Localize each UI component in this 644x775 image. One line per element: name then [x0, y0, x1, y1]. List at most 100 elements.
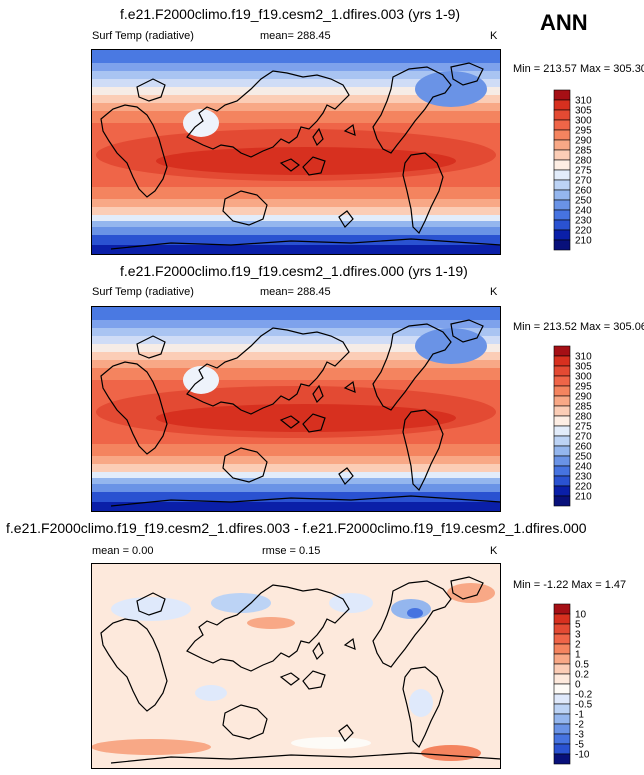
coastline — [136, 592, 166, 616]
coastline — [338, 210, 354, 228]
colorbar-box — [553, 683, 571, 695]
season-label: ANN — [540, 10, 588, 35]
colorbar-tick-label: 240 — [575, 462, 592, 473]
coastline — [450, 62, 484, 86]
map-frame — [91, 49, 501, 255]
colorbar-tick-label: 295 — [575, 382, 592, 393]
colorbar-tick-label: -1 — [575, 710, 584, 721]
colorbar-box — [553, 385, 571, 397]
colorbar-box — [553, 229, 571, 241]
colorbar-tick-label: 275 — [575, 422, 592, 433]
coastline — [279, 415, 300, 429]
coastline — [222, 704, 268, 740]
panel-1-mean-label: mean= 288.45 — [260, 30, 331, 42]
colorbar-tick-label: 0 — [575, 680, 581, 691]
colorbar-box — [553, 455, 571, 467]
panel-1-title: f.e21.F2000climo.f19_f19.cesm2_1.dfires.… — [120, 6, 461, 22]
colorbar-box — [553, 713, 571, 725]
colorbar-tick-label: 290 — [575, 392, 592, 403]
colorbar-box — [553, 89, 571, 101]
colorbar-box — [553, 129, 571, 141]
colorbar-box — [553, 375, 571, 387]
coastline — [312, 641, 324, 661]
panel-1-minmax-label: Min = 213.57 Max = 305.30 — [513, 63, 644, 75]
colorbar-box — [553, 365, 571, 377]
colorbar-box — [553, 743, 571, 755]
panel-2-minmax-label: Min = 213.52 Max = 305.06 — [513, 321, 644, 333]
coastline — [343, 637, 356, 650]
colorbar-tick-label: 10 — [575, 610, 587, 621]
coastline — [279, 158, 300, 172]
colorbar-tick-label: 230 — [575, 216, 592, 227]
colorbar-tick-label: 220 — [575, 482, 592, 493]
colorbar-tick-label: 285 — [575, 146, 592, 157]
colorbar-box — [553, 653, 571, 665]
colorbar-box — [553, 693, 571, 705]
coastline — [402, 666, 444, 749]
colorbar-tick-label: 305 — [575, 362, 592, 373]
colorbar-box — [553, 219, 571, 231]
panel-3-title: f.e21.F2000climo.f19_f19.cesm2_1.dfires.… — [6, 520, 587, 536]
colorbar-box — [553, 663, 571, 675]
colorbar-tick-label: 300 — [575, 116, 592, 127]
colorbar-box — [553, 159, 571, 171]
coastline — [450, 319, 484, 343]
coastline — [338, 467, 354, 485]
coastline — [312, 384, 324, 404]
colorbar-tick-label: 260 — [575, 186, 592, 197]
colorbar-tick-label: 210 — [575, 492, 592, 503]
panel-2-variable-label: Surf Temp (radiative) — [92, 286, 194, 298]
colorbar-box — [553, 209, 571, 221]
colorbar-tick-label: -3 — [575, 730, 584, 741]
colorbar-box — [553, 445, 571, 457]
panel-2-mean-label: mean= 288.45 — [260, 286, 331, 298]
colorbar-tick-label: -5 — [575, 740, 584, 751]
panel-3-minmax-label: Min = -1.22 Max = 1.47 — [513, 579, 627, 591]
panel-1-map — [91, 49, 501, 255]
coastline — [302, 670, 326, 690]
colorbar-tick-label: 285 — [575, 402, 592, 413]
colorbar-box — [553, 613, 571, 625]
colorbar-tick-label: 220 — [575, 226, 592, 237]
coastline — [312, 127, 324, 147]
colorbar-box — [553, 149, 571, 161]
colorbar-tick-label: 5 — [575, 620, 581, 631]
coastline — [302, 156, 326, 176]
colorbar-box — [553, 345, 571, 357]
colorbar-box — [553, 415, 571, 427]
colorbar-tick-label: -10 — [575, 750, 590, 761]
map-frame — [91, 306, 501, 512]
colorbar-box — [553, 603, 571, 615]
colorbar-tick-label: 270 — [575, 432, 592, 443]
panel-2-map — [91, 306, 501, 512]
colorbar-tick-label: 1 — [575, 650, 581, 661]
colorbar-tick-label: 260 — [575, 442, 592, 453]
colorbar-box — [553, 495, 571, 507]
colorbar-box — [553, 623, 571, 635]
colorbar-tick-label: 250 — [575, 452, 592, 463]
colorbar-tick-label: 0.2 — [575, 670, 589, 681]
colorbar-box — [553, 465, 571, 477]
colorbar-tick-label: -0.2 — [575, 690, 593, 701]
colorbar-box — [553, 355, 571, 367]
colorbar-tick-label: 0.5 — [575, 660, 589, 671]
coastline — [372, 323, 452, 411]
panel-1-colorbar: 3103053002952902852802752702602502402302… — [553, 89, 592, 251]
coastline — [343, 380, 356, 393]
colorbar-tick-label: -2 — [575, 720, 584, 731]
colorbar-box — [553, 435, 571, 447]
colorbar-box — [553, 109, 571, 121]
panel-3-map — [91, 563, 501, 769]
colorbar-tick-label: 230 — [575, 472, 592, 483]
map-field — [91, 306, 501, 512]
coastline — [186, 70, 350, 158]
colorbar-box — [553, 169, 571, 181]
coastline — [100, 104, 168, 198]
colorbar-box — [553, 179, 571, 191]
coastline — [186, 327, 350, 415]
panel-3-rmse-label: rmse = 0.15 — [262, 545, 321, 557]
colorbar-tick-label: 280 — [575, 412, 592, 423]
coastline — [110, 495, 501, 507]
colorbar-tick-label: 295 — [575, 126, 592, 137]
